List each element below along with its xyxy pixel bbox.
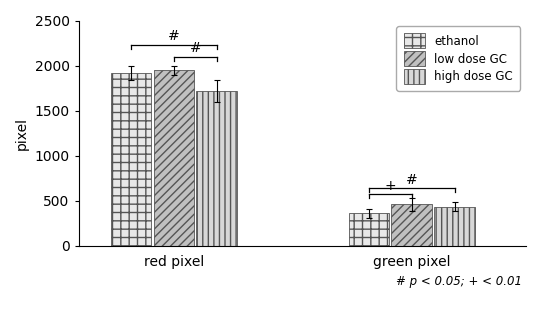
Text: #: #: [168, 30, 180, 43]
Text: +: +: [385, 179, 396, 193]
Bar: [196, 91, 237, 246]
Text: #: #: [189, 41, 201, 55]
Text: #: #: [406, 173, 418, 187]
Y-axis label: pixel: pixel: [15, 117, 29, 150]
Bar: [348, 213, 390, 246]
Bar: [111, 73, 151, 246]
Legend: ethanol, low dose GC, high dose GC: ethanol, low dose GC, high dose GC: [397, 26, 520, 91]
Text: # p < 0.05; + < 0.01: # p < 0.05; + < 0.01: [395, 275, 522, 288]
Bar: [154, 70, 194, 246]
Bar: [434, 207, 475, 246]
Bar: [392, 204, 432, 246]
